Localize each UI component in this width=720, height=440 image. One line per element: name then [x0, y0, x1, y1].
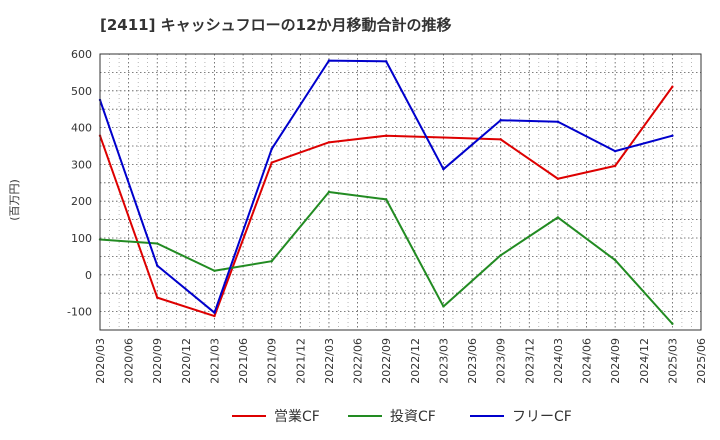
y-tick-label: 100 — [71, 232, 92, 245]
x-tick-label: 2025/06 — [695, 338, 708, 384]
data-point — [613, 258, 617, 262]
y-tick-label: 300 — [71, 158, 92, 171]
x-tick-label: 2022/12 — [409, 338, 422, 384]
data-point — [384, 134, 388, 137]
data-point — [556, 216, 560, 219]
data-point — [613, 149, 617, 153]
x-tick-label: 2020/03 — [94, 338, 107, 384]
y-tick-label: 0 — [85, 269, 92, 282]
data-point — [327, 59, 331, 62]
series-lines — [98, 59, 674, 325]
data-point — [156, 264, 159, 267]
data-point — [384, 198, 388, 201]
data-point — [213, 311, 216, 314]
data-point — [671, 134, 674, 137]
data-point — [213, 269, 216, 272]
legend-label: フリーCF — [512, 409, 572, 425]
x-tick-label: 2022/03 — [323, 338, 336, 384]
x-tick-label: 2021/03 — [208, 338, 221, 384]
data-point — [156, 242, 159, 245]
x-tick-label: 2021/12 — [294, 338, 307, 384]
data-point — [156, 296, 159, 299]
data-point — [499, 254, 502, 257]
data-point — [270, 161, 273, 164]
data-point — [270, 259, 273, 263]
x-tick-label: 2020/12 — [180, 338, 193, 384]
x-tick-label: 2021/09 — [266, 338, 279, 384]
data-point — [442, 167, 445, 171]
data-point — [327, 190, 331, 194]
data-point — [442, 305, 445, 308]
x-tick-label: 2024/06 — [581, 338, 594, 384]
data-point — [671, 322, 674, 325]
y-tick-label: 500 — [71, 85, 92, 98]
data-point — [270, 147, 273, 151]
series-line-投資CF — [99, 191, 674, 325]
data-point — [384, 60, 388, 63]
legend-label: 営業CF — [274, 409, 320, 425]
x-tick-label: 2022/06 — [352, 338, 365, 384]
data-point — [213, 314, 216, 318]
x-tick-label: 2025/03 — [666, 338, 679, 384]
x-tick-label: 2024/03 — [552, 338, 565, 384]
x-tick-label: 2020/09 — [151, 338, 164, 384]
y-tick-label: -100 — [67, 306, 92, 319]
data-point — [442, 136, 445, 139]
x-tick-label: 2023/03 — [437, 338, 450, 384]
x-tick-label: 2020/06 — [123, 338, 136, 384]
x-tick-label: 2023/06 — [466, 338, 479, 384]
x-tick-label: 2024/09 — [609, 338, 622, 384]
x-tick-label: 2023/12 — [523, 338, 536, 384]
data-point — [499, 138, 502, 141]
data-point — [556, 177, 560, 180]
y-tick-label: 200 — [71, 195, 92, 208]
legend-label: 投資CF — [390, 409, 436, 425]
y-tick-label: 600 — [71, 48, 92, 61]
plot-frame — [99, 53, 702, 331]
x-tick-label: 2023/09 — [495, 338, 508, 384]
x-tick-label: 2022/09 — [380, 338, 393, 384]
legend: 営業CF 投資CF フリーCF — [232, 409, 572, 425]
data-point — [613, 164, 617, 168]
y-tick-label: 400 — [71, 122, 92, 135]
data-point — [671, 85, 674, 88]
data-point — [327, 141, 331, 144]
x-axis-ticks: 2020/03 2020/06 2020/09 2020/12 2021/03 2021/… — [94, 338, 708, 384]
y-axis-ticks: 600 500 400 300 200 100 0 -100 — [67, 48, 92, 319]
x-tick-label: 2021/06 — [237, 338, 250, 384]
grid — [100, 54, 701, 330]
chart-title: [2411] キャッシュフローの12か月移動合計の推移 — [100, 16, 452, 34]
x-tick-label: 2024/12 — [638, 338, 651, 384]
data-point — [499, 119, 502, 122]
y-axis-label: (百万円) — [8, 179, 21, 221]
data-point — [556, 120, 560, 123]
